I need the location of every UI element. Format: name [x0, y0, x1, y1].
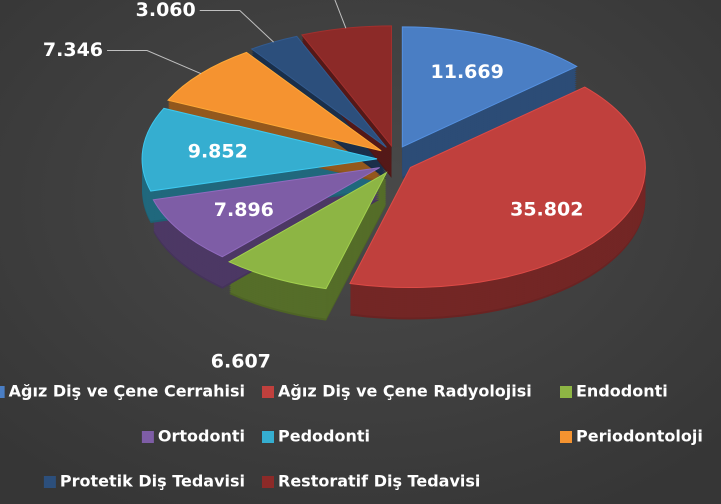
- data-labels: 11.669 35.802 6.607 7.896 9.852 7.346 3.060 5.4…: [43, 0, 583, 372]
- data-label: 7.346: [43, 39, 103, 61]
- slice: [228, 171, 388, 290]
- slice: [401, 26, 578, 148]
- legend-swatch: [560, 431, 572, 443]
- legend-label: Ağız Diş ve Çene Cerrahisi: [9, 382, 245, 401]
- data-label: 35.802: [510, 199, 583, 221]
- data-label: 5.455: [228, 0, 288, 3]
- legend-swatch: [560, 386, 572, 398]
- data-label: 3.060: [136, 0, 196, 21]
- leader-line: [334, 0, 347, 29]
- slice: [141, 107, 378, 192]
- legend-swatch: [0, 386, 5, 398]
- legend-label: Endodonti: [576, 382, 668, 401]
- data-label: 7.896: [214, 199, 274, 221]
- legend-label: Ortodonti: [158, 427, 245, 446]
- data-label: 11.669: [431, 61, 504, 83]
- legend-swatch: [141, 431, 154, 443]
- legend-label: Pedodonti: [278, 427, 370, 446]
- legend-swatch: [262, 431, 274, 443]
- legend-label: Ağız Diş ve Çene Radyolojisi: [278, 382, 532, 401]
- legend-label: Periodontoloji: [576, 427, 703, 446]
- legend-swatch: [262, 386, 274, 398]
- legend-label: Protetik Diş Tedavisi: [60, 472, 245, 491]
- legend: Ağız Diş ve Çene Cerrahisi Ağız Diş ve Çe…: [0, 382, 703, 491]
- slice: [250, 35, 387, 148]
- data-label: 9.852: [188, 141, 248, 163]
- leader-line: [107, 50, 202, 75]
- slice: [167, 51, 382, 152]
- slice: [349, 86, 646, 288]
- pie-tops: [141, 25, 646, 290]
- legend-label: Restoratif Diş Tedavisi: [278, 472, 480, 491]
- legend-swatch: [43, 476, 56, 488]
- slice: [152, 167, 380, 258]
- legend-swatch: [262, 476, 274, 488]
- leader-line: [199, 10, 274, 43]
- data-label: 6.607: [211, 350, 271, 372]
